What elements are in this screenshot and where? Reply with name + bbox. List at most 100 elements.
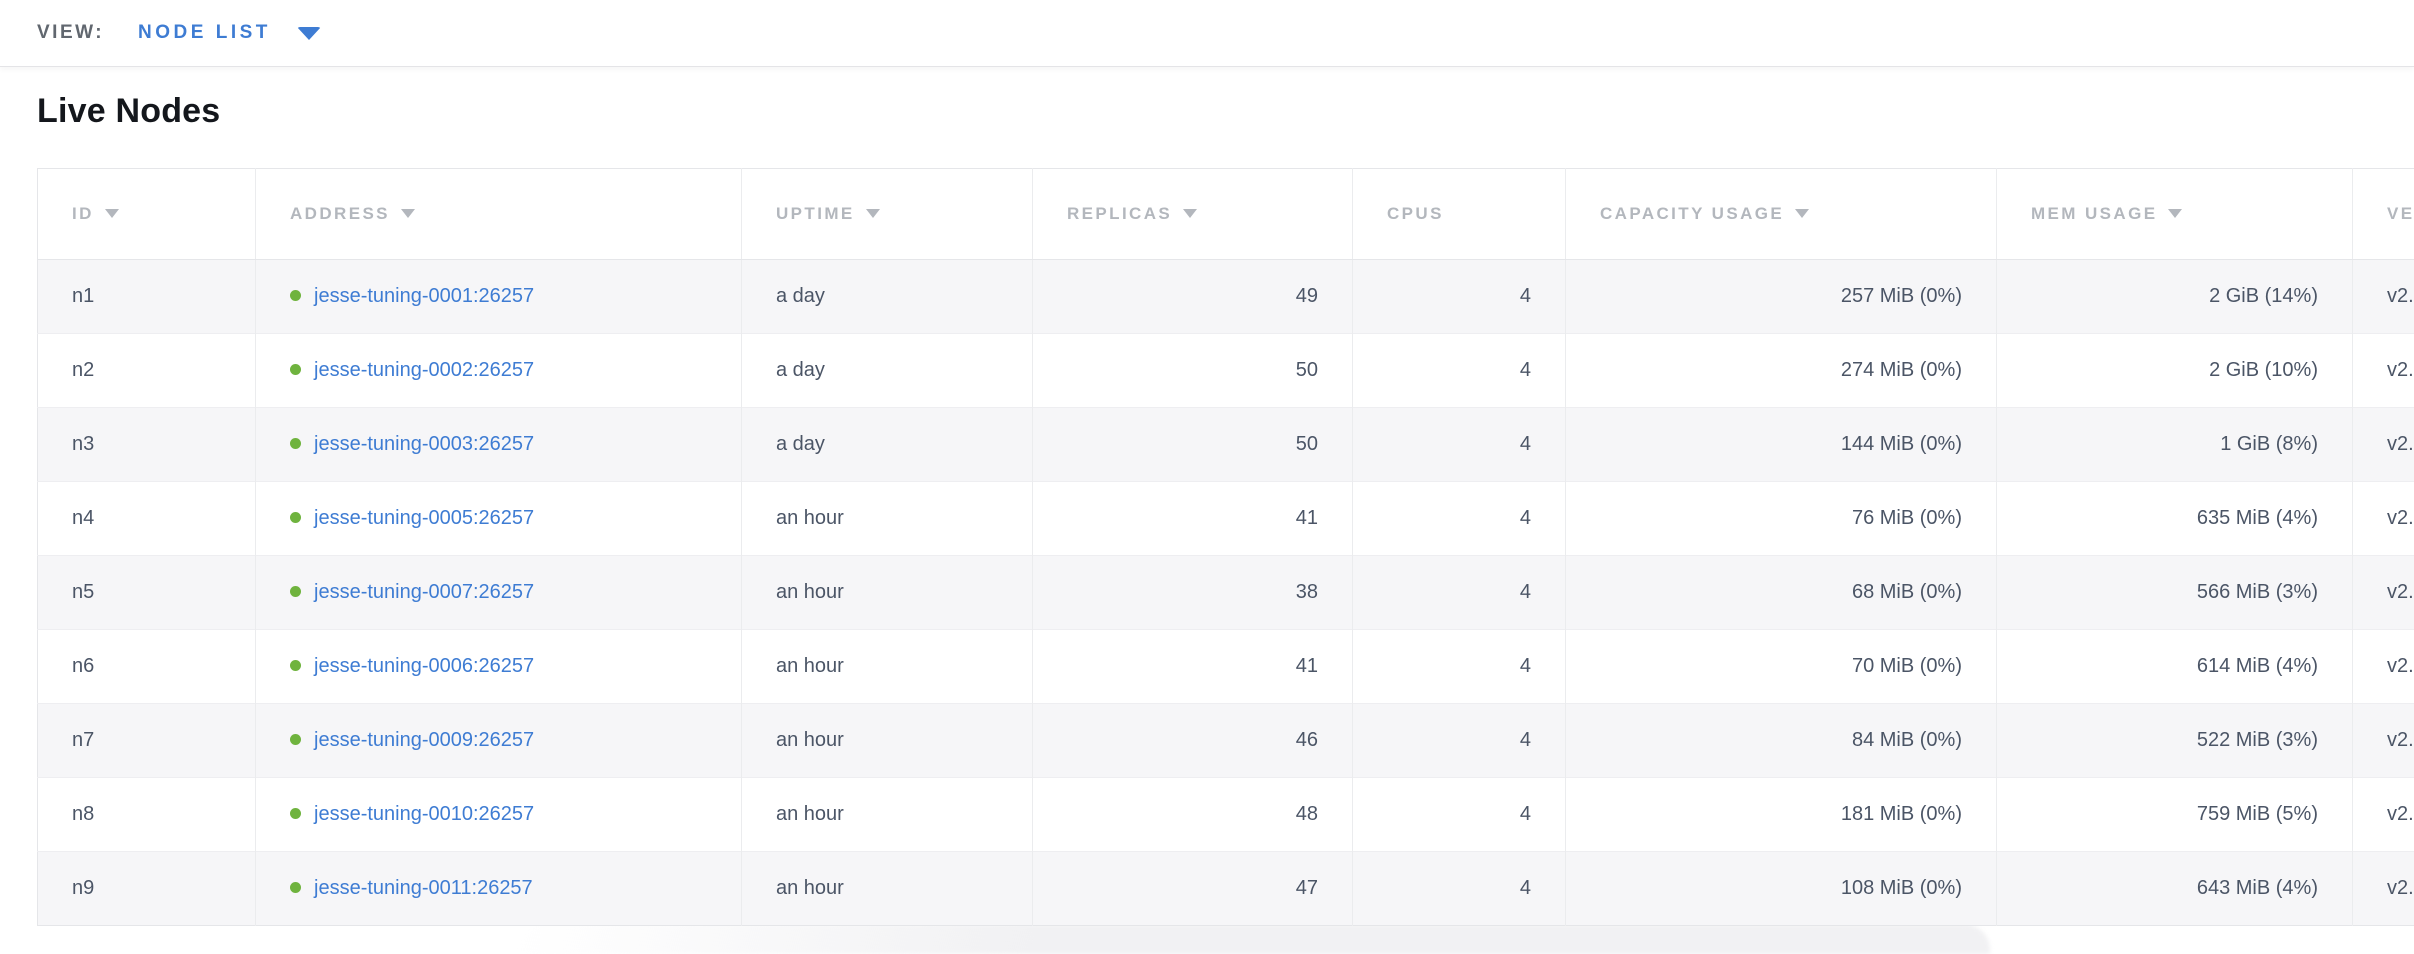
- node-version: v2.1.0-beta.20181008: [2387, 803, 2414, 825]
- node-mem-cell: 566 MiB (3%): [1997, 556, 2353, 630]
- node-mem: 2 GiB (10%): [2209, 359, 2318, 381]
- column-label: REPLICAS: [1067, 204, 1172, 223]
- node-version-cell: v2.1.0-beta.20181008: [2353, 852, 2414, 926]
- node-uptime-cell: an hour: [742, 482, 1033, 556]
- node-mem: 522 MiB (3%): [2197, 729, 2318, 751]
- node-id: n3: [72, 433, 94, 455]
- view-dropdown-value[interactable]: NODE LIST: [138, 22, 271, 44]
- column-header-replicas[interactable]: REPLICAS: [1033, 169, 1353, 260]
- node-replicas: 49: [1296, 285, 1318, 307]
- node-cpus-cell: 4: [1353, 704, 1566, 778]
- node-version-cell: v2.1.0-beta.20181008: [2353, 408, 2414, 482]
- node-mem: 566 MiB (3%): [2197, 581, 2318, 603]
- node-cpus: 4: [1520, 729, 1531, 751]
- node-uptime-cell: an hour: [742, 778, 1033, 852]
- node-uptime: a day: [776, 359, 825, 381]
- column-header-id[interactable]: ID: [38, 169, 256, 260]
- node-mem-cell: 1 GiB (8%): [1997, 408, 2353, 482]
- node-live-status-icon: [290, 438, 301, 449]
- node-capacity-cell: 274 MiB (0%): [1566, 334, 1997, 408]
- node-id: n2: [72, 359, 94, 381]
- node-version-cell: v2.1.0-beta.20181008: [2353, 482, 2414, 556]
- node-address-cell: jesse-tuning-0010:26257: [256, 778, 742, 852]
- node-replicas: 46: [1296, 729, 1318, 751]
- node-capacity-cell: 181 MiB (0%): [1566, 778, 1997, 852]
- node-replicas: 38: [1296, 581, 1318, 603]
- node-replicas: 47: [1296, 877, 1318, 899]
- node-version: v2.1.0-beta.20181008: [2387, 507, 2414, 529]
- node-capacity: 68 MiB (0%): [1852, 581, 1962, 603]
- node-address-link[interactable]: jesse-tuning-0003:26257: [314, 433, 534, 455]
- column-header-uptime[interactable]: UPTIME: [742, 169, 1033, 260]
- node-cpus: 4: [1520, 433, 1531, 455]
- node-live-status-icon: [290, 808, 301, 819]
- node-version: v2.1.0-beta.20181008: [2387, 581, 2414, 603]
- node-cpus: 4: [1520, 803, 1531, 825]
- node-address-cell: jesse-tuning-0003:26257: [256, 408, 742, 482]
- node-address-cell: jesse-tuning-0002:26257: [256, 334, 742, 408]
- column-header-mem-usage[interactable]: MEM USAGE: [1997, 169, 2353, 260]
- node-address-link[interactable]: jesse-tuning-0002:26257: [314, 359, 534, 381]
- node-live-status-icon: [290, 660, 301, 671]
- node-live-status-icon: [290, 586, 301, 597]
- node-cpus-cell: 4: [1353, 778, 1566, 852]
- column-label: CAPACITY USAGE: [1600, 204, 1784, 223]
- column-header-version[interactable]: VERSION: [2353, 169, 2414, 260]
- bottom-gradient: [520, 924, 1990, 954]
- node-uptime-cell: a day: [742, 408, 1033, 482]
- node-version: v2.1.0-beta.20181008: [2387, 359, 2414, 381]
- node-address-link[interactable]: jesse-tuning-0009:26257: [314, 729, 534, 751]
- view-dropdown[interactable]: NODE LIST: [138, 22, 321, 44]
- node-id: n7: [72, 729, 94, 751]
- node-cpus: 4: [1520, 359, 1531, 381]
- node-version: v2.1.0-beta.20181008: [2387, 729, 2414, 751]
- node-capacity: 70 MiB (0%): [1852, 655, 1962, 677]
- node-uptime: an hour: [776, 803, 844, 825]
- node-live-status-icon: [290, 734, 301, 745]
- node-capacity-cell: 257 MiB (0%): [1566, 260, 1997, 334]
- node-capacity-cell: 76 MiB (0%): [1566, 482, 1997, 556]
- node-mem-cell: 614 MiB (4%): [1997, 630, 2353, 704]
- column-header-capacity-usage[interactable]: CAPACITY USAGE: [1566, 169, 1997, 260]
- node-address-link[interactable]: jesse-tuning-0006:26257: [314, 655, 534, 677]
- node-mem-cell: 2 GiB (14%): [1997, 260, 2353, 334]
- node-capacity-cell: 70 MiB (0%): [1566, 630, 1997, 704]
- node-address-cell: jesse-tuning-0007:26257: [256, 556, 742, 630]
- node-mem: 2 GiB (14%): [2209, 285, 2318, 307]
- node-version-cell: v2.1.0-beta.20181008: [2353, 556, 2414, 630]
- page-title: Live Nodes: [37, 91, 2377, 132]
- node-address-link[interactable]: jesse-tuning-0011:26257: [314, 877, 533, 899]
- node-replicas: 48: [1296, 803, 1318, 825]
- node-mem-cell: 759 MiB (5%): [1997, 778, 2353, 852]
- node-live-status-icon: [290, 512, 301, 523]
- node-mem-cell: 2 GiB (10%): [1997, 334, 2353, 408]
- node-cpus-cell: 4: [1353, 260, 1566, 334]
- node-address-link[interactable]: jesse-tuning-0007:26257: [314, 581, 534, 603]
- node-uptime: an hour: [776, 729, 844, 751]
- node-id-cell: n4: [38, 482, 256, 556]
- node-version: v2.1.0-beta.20181008: [2387, 433, 2414, 455]
- view-bar: VIEW: NODE LIST: [0, 0, 2414, 67]
- node-mem-cell: 635 MiB (4%): [1997, 482, 2353, 556]
- node-replicas-cell: 50: [1033, 334, 1353, 408]
- node-address-link[interactable]: jesse-tuning-0005:26257: [314, 507, 534, 529]
- node-cpus: 4: [1520, 581, 1531, 603]
- node-address-cell: jesse-tuning-0001:26257: [256, 260, 742, 334]
- node-replicas-cell: 41: [1033, 630, 1353, 704]
- node-address-link[interactable]: jesse-tuning-0001:26257: [314, 285, 534, 307]
- node-capacity: 144 MiB (0%): [1841, 433, 1962, 455]
- node-replicas-cell: 46: [1033, 704, 1353, 778]
- node-address-cell: jesse-tuning-0009:26257: [256, 704, 742, 778]
- node-id-cell: n8: [38, 778, 256, 852]
- sort-desc-icon: [1183, 209, 1197, 218]
- node-cpus-cell: 4: [1353, 630, 1566, 704]
- column-header-address[interactable]: ADDRESS: [256, 169, 742, 260]
- node-version-cell: v2.1.0-beta.20181008: [2353, 704, 2414, 778]
- node-address-link[interactable]: jesse-tuning-0010:26257: [314, 803, 534, 825]
- node-mem: 643 MiB (4%): [2197, 877, 2318, 899]
